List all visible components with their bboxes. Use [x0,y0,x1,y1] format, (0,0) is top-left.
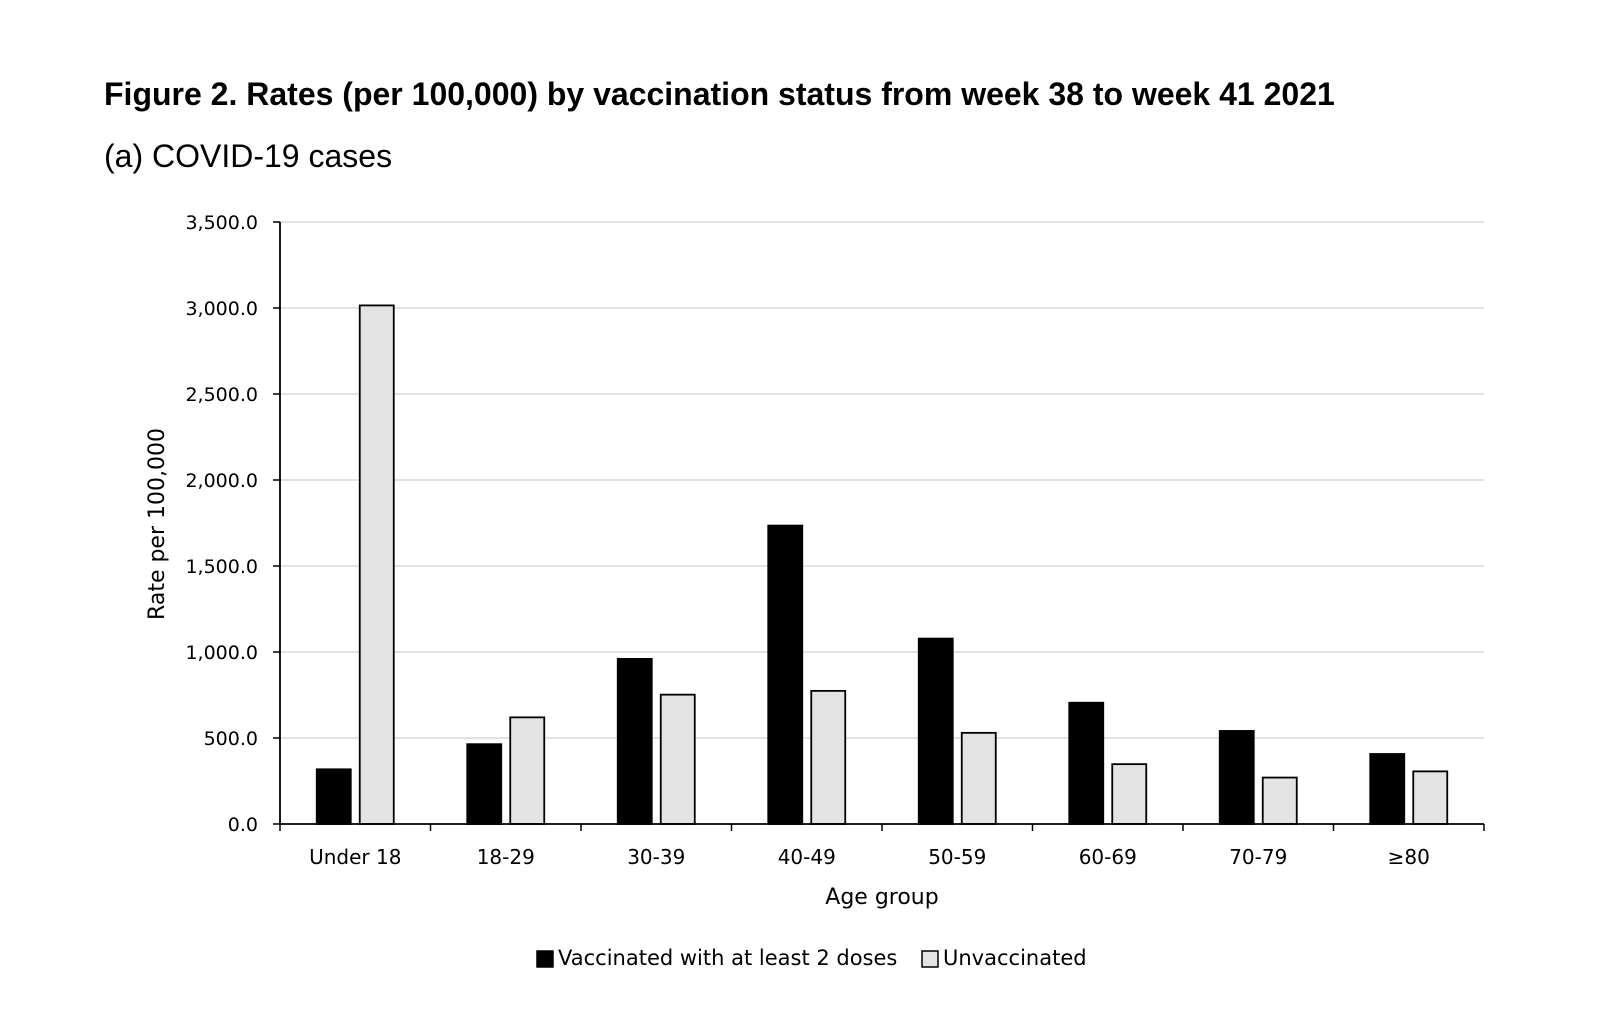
y-tick-labels: 0.0 500.0 1,000.0 1,500.0 2,000.0 2,500.0 3,00… [185,212,258,836]
bar-vaccinated [616,657,653,825]
figure-subtitle: (a) COVID-19 cases [104,138,393,174]
gridlines [280,221,1484,739]
x-tick-label: 40-49 [778,845,836,869]
x-tick-label: 60-69 [1079,845,1137,869]
bar-vaccinated [1068,701,1105,825]
bar-vaccinated [767,524,804,825]
legend-label: Unvaccinated [943,946,1087,970]
x-tick-label: ≥80 [1388,845,1430,869]
x-tick-label: 18-29 [477,845,535,869]
y-tick-label: 1,000.0 [185,642,258,664]
legend-label: Vaccinated with at least 2 doses [558,946,897,970]
x-axis-title: Age group [825,885,938,910]
y-tick-label: 2,500.0 [185,384,258,406]
legend-swatch [921,950,939,968]
legend-swatch [536,950,554,968]
bar-vaccinated [466,743,503,825]
bar-unvaccinated [960,731,997,825]
x-tick-label: 70-79 [1229,845,1287,869]
legend: Vaccinated with at least 2 doses Unvaccin… [536,946,1087,970]
bar-unvaccinated [810,689,847,825]
bar-unvaccinated [659,693,696,825]
bars [315,304,1449,825]
y-tick-label: 0.0 [228,814,258,836]
y-tick-label: 500.0 [204,728,258,750]
x-tick-label: 30-39 [627,845,685,869]
x-tick-labels: Under 18 18-29 30-39 40-49 50-59 60-69 70-79 ≥8… [309,845,1430,869]
bar-unvaccinated [1412,770,1449,825]
bar-unvaccinated [358,304,395,825]
x-tick-label: 50-59 [928,845,986,869]
axes [273,221,1485,831]
y-tick-label: 3,000.0 [185,298,258,320]
bar-unvaccinated [1261,776,1298,825]
y-axis-title: Rate per 100,000 [145,428,170,620]
bar-vaccinated [1218,730,1255,825]
bar-vaccinated [917,637,954,825]
bar-vaccinated [1369,753,1406,825]
bar-vaccinated [315,768,352,825]
y-tick-label: 2,000.0 [185,470,258,492]
y-tick-label: 1,500.0 [185,556,258,578]
bar-unvaccinated [1111,763,1148,825]
figure-title: Figure 2. Rates (per 100,000) by vaccina… [104,76,1335,112]
bar-unvaccinated [509,716,546,825]
y-tick-label: 3,500.0 [185,212,258,234]
x-tick-label: Under 18 [309,845,401,869]
